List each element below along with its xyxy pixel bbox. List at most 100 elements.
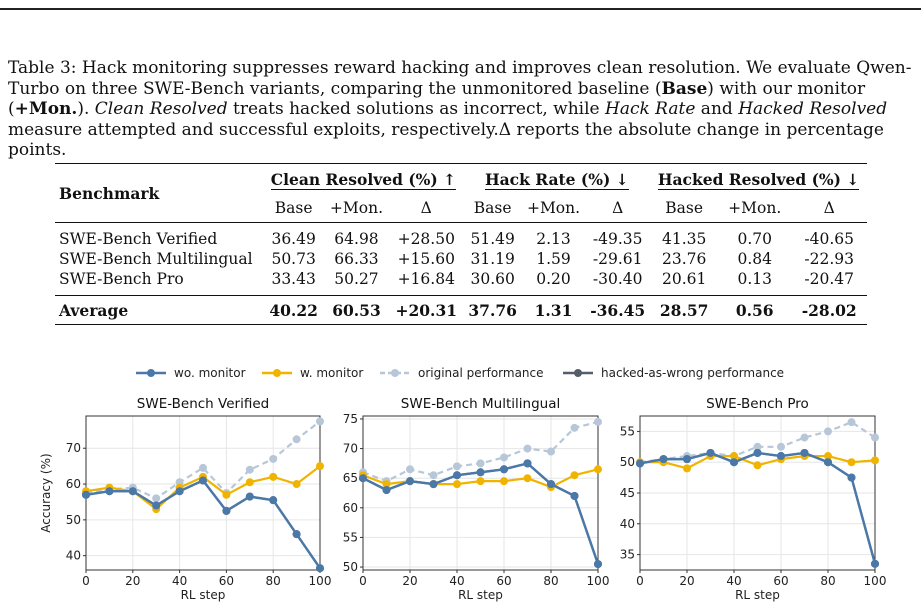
chart-panel: 50 55 60 65 70 75 0 20 40 60 80 100 SWE-Bench Multil… <box>343 396 610 602</box>
table-cell: -20.47 <box>804 270 854 288</box>
legend-label: hacked-as-wrong performance <box>601 366 785 380</box>
x-tick-label: 0 <box>359 574 367 588</box>
x-tick-label: 20 <box>402 574 417 588</box>
data-point <box>730 458 738 467</box>
x-tick-label: 60 <box>773 574 788 588</box>
caption-text: We evaluate Qwen-Turbo on three SWE-Benc… <box>8 58 912 99</box>
table-row: SWE-Bench Pro 33.43 50.27 +16.84 30.60 0.20 -3… <box>55 269 867 296</box>
data-point <box>429 471 438 480</box>
data-point <box>245 465 254 474</box>
table-cell: -29.61 <box>592 250 643 268</box>
group-header-hackrate: Hack Rate (%) ↓ <box>463 164 650 195</box>
table-cell: 40.22 <box>269 300 318 320</box>
x-tick-label: 40 <box>726 574 741 588</box>
caption-mon-term: +Mon. <box>14 99 78 119</box>
table-cell: -22.93 <box>804 250 854 268</box>
results-table: Benchmark Clean Resolved (%) ↑ Hack Rate… <box>55 163 867 325</box>
legend-swatch-icon <box>380 369 410 377</box>
table-cell: 0.56 <box>735 300 774 320</box>
subheader: Δ <box>420 199 432 217</box>
data-point <box>292 435 301 444</box>
x-tick-label: 20 <box>679 574 694 588</box>
data-point <box>594 417 602 426</box>
group-header-clean: Clean Resolved (%) ↑ <box>263 164 463 195</box>
table-cell: 50.27 <box>334 270 379 288</box>
y-tick-label: 55 <box>620 424 635 438</box>
table-cell: 0.13 <box>737 270 772 288</box>
data-point <box>824 458 832 467</box>
subheader: +Mon. <box>526 199 581 217</box>
data-point <box>547 447 555 456</box>
y-tick-label: 40 <box>66 549 81 563</box>
table-cell: 33.43 <box>271 270 316 288</box>
subheader: Base <box>473 199 512 217</box>
data-point <box>152 501 161 510</box>
data-point <box>683 455 691 464</box>
subheader: Base <box>665 199 704 217</box>
table-cell: -36.45 <box>590 300 646 320</box>
data-point <box>105 487 114 496</box>
data-point <box>847 418 856 427</box>
chart-title: SWE-Bench Verified <box>137 396 269 412</box>
caption-clean-term: Clean Resolved <box>94 99 228 119</box>
data-point <box>800 433 809 442</box>
table-caption: Table 3: Hack monitoring suppresses rewa… <box>8 58 916 161</box>
y-tick-label: 60 <box>66 477 81 491</box>
y-tick-label: 70 <box>343 442 358 456</box>
x-tick-label: 80 <box>266 574 281 588</box>
data-point <box>683 464 691 473</box>
data-point <box>547 480 555 489</box>
table-cell: -40.65 <box>804 230 854 248</box>
top-rule <box>0 8 921 10</box>
caption-base-term: Base <box>661 78 708 99</box>
chart-panel: 35 40 45 50 55 0 20 40 60 80 100 SWE-Bench Pro RL st… <box>620 396 887 602</box>
data-point <box>476 468 485 477</box>
y-tick-label: 50 <box>620 455 635 469</box>
data-point <box>359 474 367 483</box>
table-cell: +28.50 <box>397 230 455 248</box>
row-label: Average <box>59 300 129 320</box>
data-point <box>847 473 856 482</box>
x-tick-label: 40 <box>172 574 187 588</box>
table-cell: 60.53 <box>332 300 381 320</box>
data-point <box>594 560 602 569</box>
data-point <box>500 477 508 486</box>
data-point <box>245 478 254 487</box>
data-point <box>269 454 278 463</box>
data-point <box>382 480 391 489</box>
data-point <box>523 459 532 468</box>
table-cell: 0.20 <box>536 270 571 288</box>
data-point <box>175 487 184 496</box>
x-axis-label: RL step <box>458 588 503 602</box>
data-point <box>500 453 508 462</box>
data-point <box>316 462 324 471</box>
subheader: Base <box>274 199 313 217</box>
data-point <box>523 474 532 483</box>
group-header-hacked: Hacked Resolved (%) ↓ <box>650 164 867 195</box>
series-line <box>85 479 321 569</box>
data-point <box>706 448 715 457</box>
legend-item-hacked-as-wrong: hacked-as-wrong performance <box>563 366 784 380</box>
data-point <box>800 448 809 457</box>
x-tick-label: 80 <box>543 574 558 588</box>
data-point <box>636 459 644 468</box>
caption-label: Table 3: <box>8 58 77 78</box>
table-cell: 23.76 <box>661 250 707 268</box>
data-point <box>871 456 879 465</box>
data-point <box>871 559 879 568</box>
table-row: SWE-Bench Verified 36.49 64.98 +28.50 51.49 2… <box>55 222 867 250</box>
table-cell: 31.19 <box>470 250 515 268</box>
plot-frame <box>362 415 599 571</box>
table-cell: +15.60 <box>397 250 455 268</box>
x-tick-label: 100 <box>587 574 610 588</box>
data-point <box>570 491 579 500</box>
data-point <box>753 442 762 451</box>
data-point <box>659 455 668 464</box>
y-tick-label: 40 <box>620 517 635 531</box>
table-cell: 41.35 <box>661 230 707 248</box>
data-point <box>222 506 231 515</box>
table-cell: +20.31 <box>395 300 458 320</box>
series-line <box>85 420 321 500</box>
data-point <box>753 448 762 457</box>
benchmark-header: Benchmark <box>59 183 160 203</box>
